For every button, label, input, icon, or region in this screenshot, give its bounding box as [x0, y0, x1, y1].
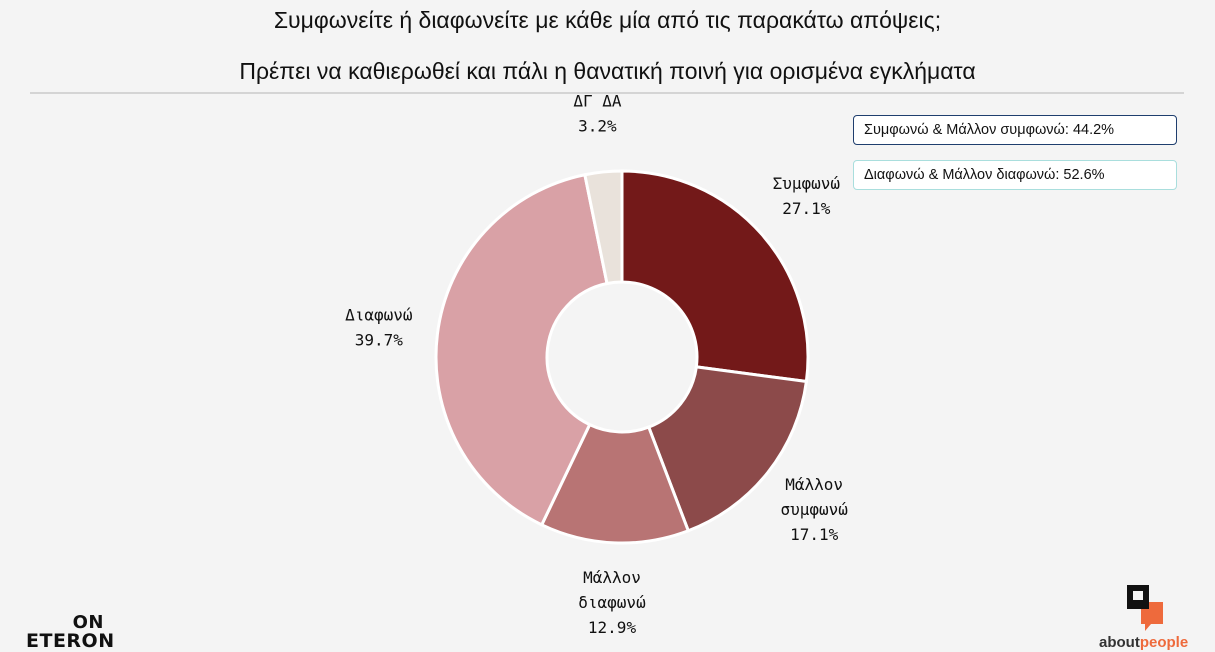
- slice-label-3: Διαφωνώ 39.7%: [345, 306, 413, 350]
- slice-1: [646, 365, 809, 533]
- slice-3: [434, 172, 609, 527]
- donut-slices: [434, 169, 810, 545]
- slice-0: [620, 169, 810, 384]
- title-divider: [30, 92, 1184, 94]
- slice-4: [583, 169, 624, 286]
- slice-label-0: Συμφωνώ 27.1%: [773, 174, 841, 218]
- agree-total-box: Συμφωνώ & Μάλλον συμφωνώ: 44.2%: [853, 115, 1177, 145]
- slice-label-4: ΔΓ ΔΑ 3.2%: [573, 92, 622, 136]
- aboutpeople-logo: aboutpeople: [1097, 582, 1197, 651]
- slice-labels: Συμφωνώ 27.1% Μάλλον συμφωνώ 17.1% Μάλλον διαφ…: [345, 92, 848, 637]
- slice-2: [539, 422, 691, 545]
- disagree-total-box: Διαφωνώ & Μάλλον διαφωνώ: 52.6%: [853, 160, 1177, 190]
- chart-title-line1: Συμφωνείτε ή διαφωνείτε με κάθε μία από …: [273, 7, 942, 33]
- chart-title-line2: Πρέπει να καθιερωθεί και πάλι η θανατική…: [239, 58, 976, 84]
- slice-label-2: Μάλλον διαφωνώ 12.9%: [578, 568, 646, 637]
- eteron-logo: ON ETERON: [26, 612, 115, 652]
- slice-label-1: Μάλλον συμφωνώ 17.1%: [780, 475, 848, 544]
- aboutpeople-logo-icon: [1127, 585, 1163, 631]
